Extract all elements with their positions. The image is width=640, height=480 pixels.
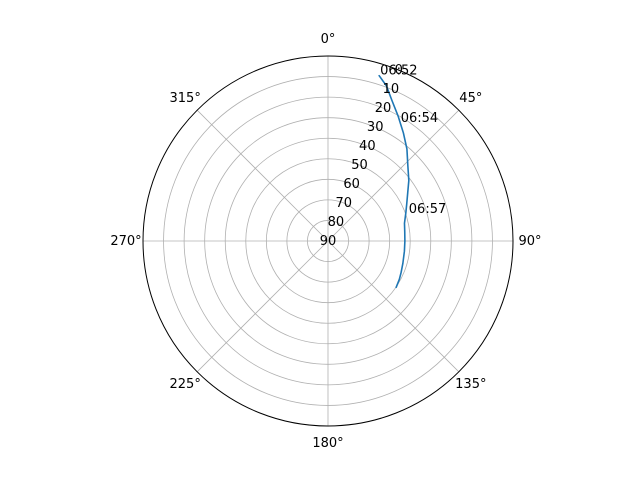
angular-grid — [143, 56, 513, 426]
theta-tick-label: 180° — [312, 436, 343, 451]
polar-frame — [142, 55, 514, 427]
r-tick-label: 20 — [375, 101, 392, 116]
time-annotation: 06:54 — [401, 111, 438, 126]
theta-tick-label: 315° — [170, 91, 201, 106]
r-tick-label: 40 — [359, 139, 376, 154]
series-line-0 — [378, 74, 410, 289]
grid-spoke-45 — [327, 109, 460, 242]
theta-tick-label: 135° — [455, 377, 486, 392]
grid-spoke-315 — [196, 109, 329, 242]
grid-spoke-135 — [327, 240, 460, 373]
r-tick-label: 60 — [343, 177, 360, 192]
theta-tick-label: 45° — [459, 91, 482, 106]
r-tick-label: 10 — [383, 82, 400, 97]
r-tick-label: 30 — [367, 120, 384, 135]
theta-tick-label: 0° — [321, 32, 336, 47]
grid-spoke-225 — [196, 240, 329, 373]
series-layer — [378, 74, 410, 289]
time-annotations: 06:52 06:54 06:57 — [380, 64, 446, 217]
r-tick-label: 80 — [328, 215, 345, 230]
r-tick-labels: 0 10 20 30 40 50 60 70 80 90 — [320, 63, 403, 249]
time-annotation: 06:57 — [409, 202, 446, 217]
r-tick-label: 70 — [335, 196, 352, 211]
r-tick-label: 50 — [351, 158, 368, 173]
theta-tick-label: 270° — [110, 234, 141, 249]
time-annotation: 06:52 — [380, 64, 417, 79]
theta-tick-labels: 0° 45° 90° 135° 180° 225° 270° 315° — [110, 32, 541, 451]
r-tick-label: 90 — [320, 234, 337, 249]
r-tick-label: 0 — [395, 63, 403, 78]
theta-tick-label: 90° — [518, 234, 541, 249]
theta-tick-label: 225° — [170, 377, 201, 392]
